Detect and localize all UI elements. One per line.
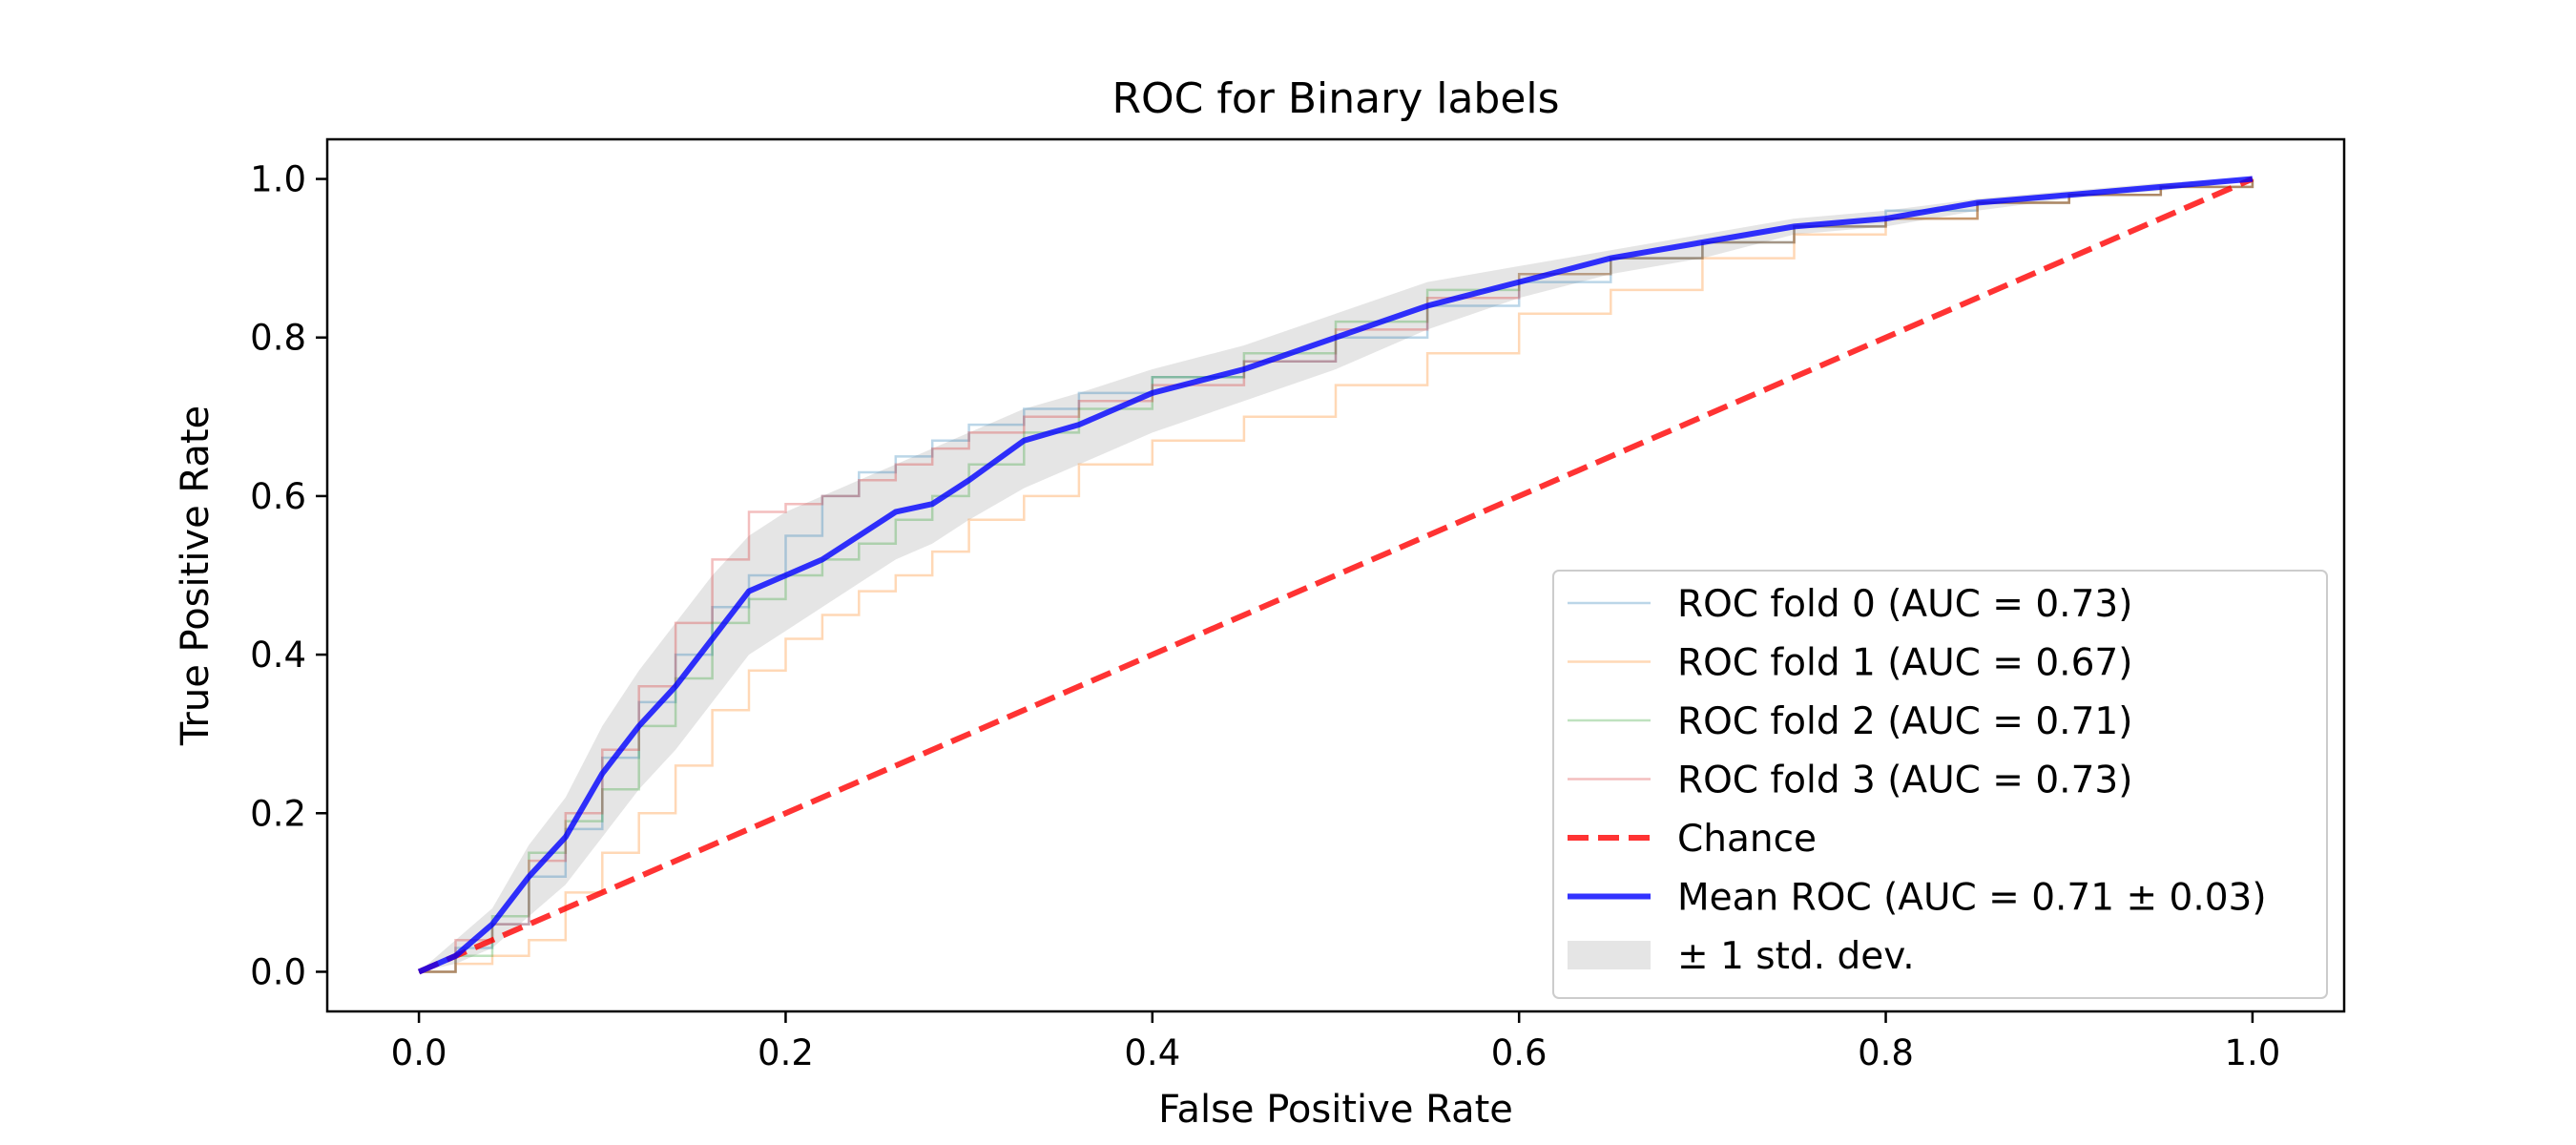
legend-label-2: ROC fold 2 (AUC = 0.71) (1677, 700, 2132, 743)
legend-label-5: Mean ROC (AUC = 0.71 ± 0.03) (1677, 877, 2267, 920)
legend: ROC fold 0 (AUC = 0.73) ROC fold 1 (AUC =… (1552, 570, 2328, 999)
y-tick-label-1: 0.2 (250, 793, 306, 834)
x-tick-label-5: 1.0 (2224, 1032, 2280, 1073)
series-line-4 (417, 176, 2254, 975)
legend-box (1552, 570, 2328, 999)
legend-label-band: ± 1 std. dev. (1677, 935, 1915, 978)
series-line-1 (419, 178, 2254, 973)
x-tick-label-2: 0.4 (1124, 1032, 1180, 1073)
legend-swatch-band (1568, 941, 1651, 969)
y-tick-label-4: 0.8 (250, 318, 306, 359)
y-tick-label-5: 1.0 (250, 159, 306, 200)
chart-title: ROC for Binary labels (1111, 74, 1559, 123)
legend-label-1: ROC fold 1 (AUC = 0.67) (1677, 642, 2132, 685)
x-tick-label-3: 0.6 (1491, 1032, 1548, 1073)
series-line-5 (417, 176, 2254, 975)
y-axis-label: True Positive Rate (174, 406, 218, 746)
x-tick-label-1: 0.2 (758, 1032, 814, 1073)
plot-area (417, 176, 2254, 975)
legend-label-0: ROC fold 0 (AUC = 0.73) (1677, 583, 2132, 626)
legend-label-4: Chance (1677, 818, 1817, 861)
x-axis-label: False Positive Rate (1158, 1088, 1513, 1132)
y-tick-label-3: 0.6 (250, 476, 306, 517)
x-tick-label-4: 0.8 (1858, 1032, 1914, 1073)
y-tick-label-0: 0.0 (250, 951, 306, 992)
x-tick-label-0: 0.0 (391, 1032, 447, 1073)
y-tick-label-2: 0.4 (250, 635, 306, 676)
legend-label-3: ROC fold 3 (AUC = 0.73) (1677, 760, 2132, 802)
plot-frame (325, 137, 2346, 1013)
axis-ticks: 0.0 0.2 0.4 0.6 0.8 1.0 0.0 0.2 0.4 0.6 0.8 1.0 (250, 159, 2280, 1073)
